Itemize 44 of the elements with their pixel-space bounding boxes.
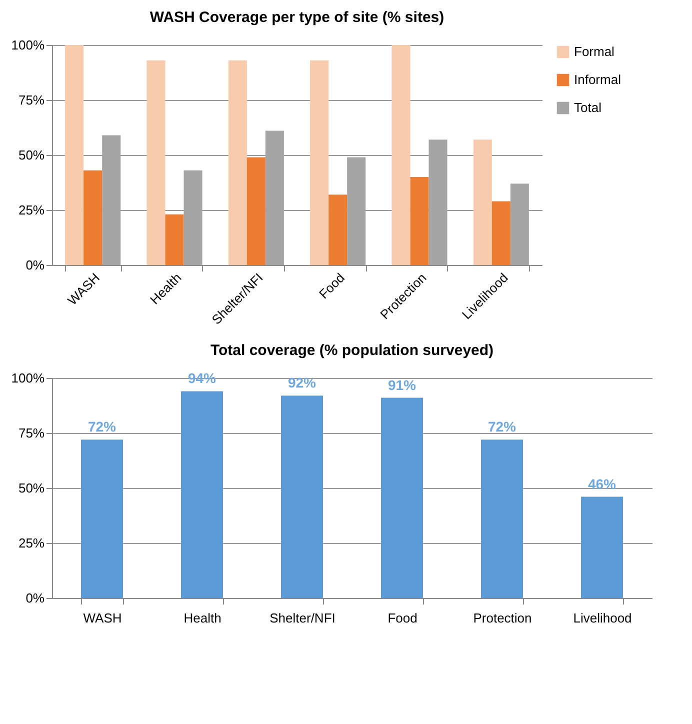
bar — [392, 45, 410, 265]
legend-label: Total — [574, 100, 602, 115]
bar — [473, 140, 492, 265]
legend-label: Informal — [574, 72, 622, 87]
y-tick-label: 50% — [18, 480, 45, 496]
bar — [146, 60, 166, 265]
text: 72% — [88, 418, 116, 435]
bar — [410, 177, 429, 265]
bar — [165, 214, 184, 265]
y-tick-label: 100% — [11, 38, 45, 52]
bar — [65, 45, 84, 265]
bar — [310, 60, 329, 265]
y-tick-label: 25% — [18, 202, 45, 218]
bar — [328, 194, 348, 265]
chart-title: WASH Coverage per type of site (% sites) — [150, 9, 444, 26]
x-tick-label: Livelihood — [573, 610, 632, 626]
bar — [84, 170, 102, 265]
bar — [228, 60, 247, 265]
y-tick-label: 50% — [18, 148, 45, 162]
bar — [81, 440, 123, 598]
bar — [381, 398, 423, 598]
y-tick-label: 0% — [26, 590, 45, 606]
bar — [492, 201, 510, 265]
y-tick-label: 75% — [18, 426, 45, 440]
y-tick-label: 100% — [11, 370, 45, 386]
bar — [246, 157, 266, 265]
chart-title: Total coverage (% population surveyed) — [210, 342, 494, 359]
text: 72% — [488, 418, 516, 435]
bar — [581, 496, 623, 598]
y-tick-label: 25% — [18, 536, 45, 550]
bar — [181, 391, 223, 598]
x-tick-label: Protection — [473, 610, 532, 626]
text: 91% — [388, 376, 416, 393]
bar — [481, 440, 523, 598]
y-tick-label: 0% — [26, 258, 45, 272]
text: 46% — [588, 476, 616, 492]
y-tick-label: 75% — [18, 92, 45, 108]
x-tick-label: Shelter/NFI — [270, 610, 336, 626]
x-tick-label: Food — [388, 610, 418, 626]
x-tick-label: WASH — [83, 610, 122, 626]
text: 92% — [288, 374, 316, 391]
legend-label: Formal — [574, 44, 615, 59]
x-tick-label: Health — [184, 610, 222, 626]
bar — [281, 396, 323, 598]
